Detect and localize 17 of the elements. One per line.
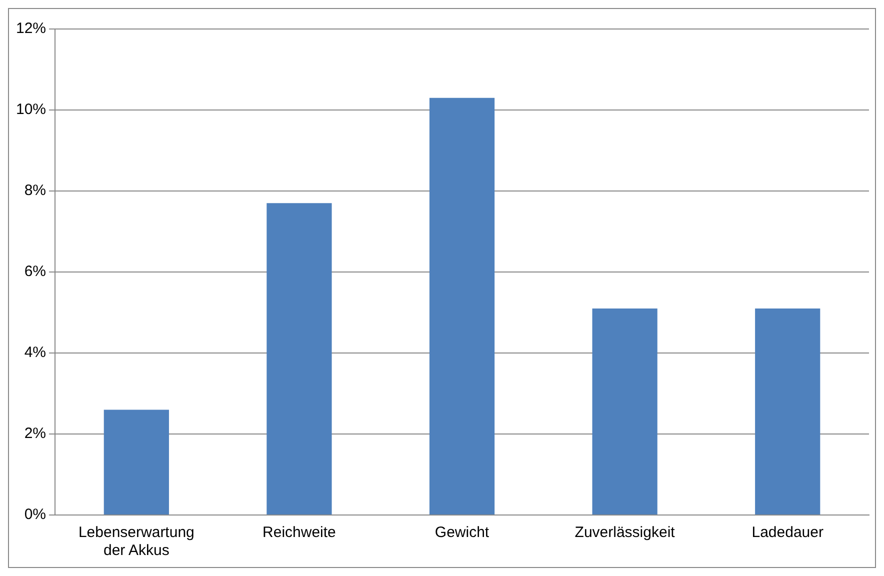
x-tick-label: Reichweite [262,524,336,542]
x-tick-label: Lebenserwartung der Akkus [78,524,194,560]
bar [592,308,658,514]
x-tick-label: Zuverlässigkeit [574,524,676,542]
y-tick-label: 12% [16,20,46,38]
x-tick-label: Gewicht [434,524,490,542]
y-tick-label: 2% [24,425,46,442]
y-tick-label: 8% [24,182,46,200]
bar [266,203,332,514]
y-tick-label: 6% [24,263,46,280]
bar [755,308,820,514]
bar [104,410,169,514]
y-tick-label: 4% [24,344,46,362]
x-tick-label: Ladedauer [752,524,824,542]
y-tick-label: 10% [16,101,46,118]
y-tick-label: 0% [24,506,46,524]
bar [429,98,495,514]
